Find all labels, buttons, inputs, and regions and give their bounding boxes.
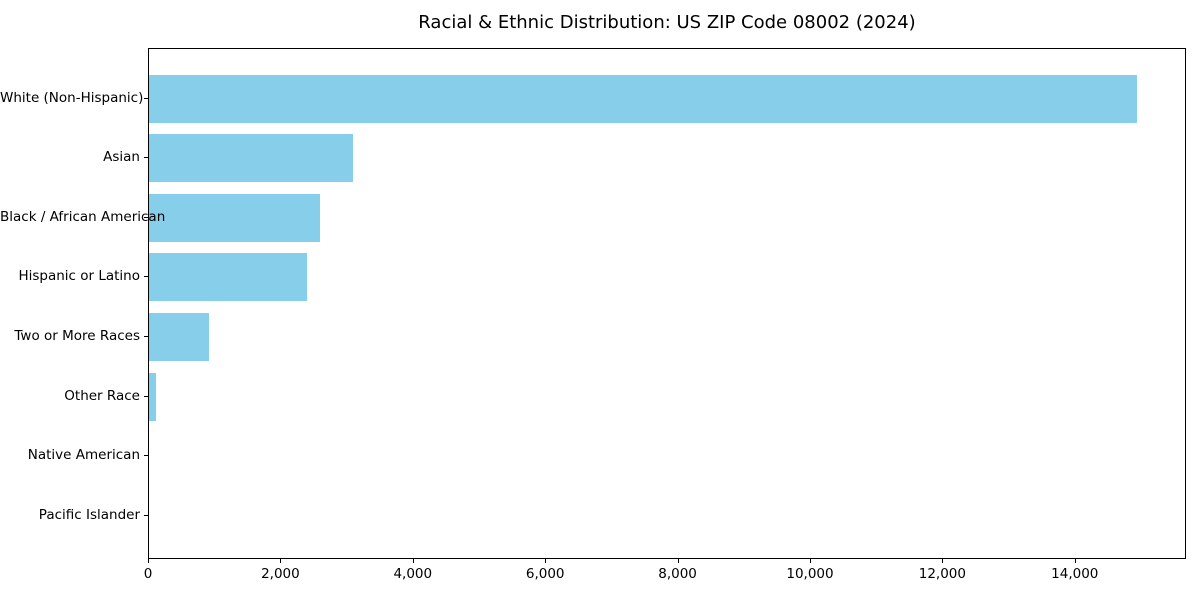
bar-black-african-american [149, 193, 321, 242]
y-tick-label: Pacific Islander [38, 506, 140, 523]
bar-other-race [149, 372, 156, 421]
x-tick-label: 6,000 [525, 566, 565, 582]
bar-asian [149, 134, 353, 183]
x-tick-mark [809, 559, 811, 563]
x-tick-mark [942, 559, 944, 563]
x-tick-mark [412, 559, 414, 563]
y-tick-label: Two or More Races [14, 327, 140, 344]
y-tick-label: Native American [27, 447, 140, 464]
x-tick-label: 0 [143, 566, 153, 582]
y-tick-mark [144, 395, 148, 397]
y-tick-label: Black / African American [0, 208, 166, 225]
x-tick-label: 2,000 [261, 566, 300, 582]
y-tick-label: Asian [103, 149, 140, 166]
y-tick-mark [144, 335, 148, 337]
x-tick-mark [148, 559, 149, 563]
chart-title: Racial & Ethnic Distribution: US ZIP Cod… [418, 12, 916, 33]
y-tick-label: Other Race [64, 387, 140, 404]
y-tick-mark [144, 97, 148, 99]
y-tick-mark [144, 216, 148, 218]
plot-area [148, 48, 1186, 559]
bar-hispanic-or-latino [149, 253, 308, 302]
bar-white-non-hispanic [149, 74, 1138, 123]
y-tick-mark [144, 276, 148, 278]
x-tick-mark [280, 559, 282, 563]
x-tick-label: 12,000 [918, 566, 966, 582]
x-tick-label: 8,000 [658, 566, 697, 582]
y-tick-mark [144, 514, 148, 516]
y-tick-mark [144, 455, 148, 457]
y-tick-label: White (Non-Hispanic) [0, 89, 144, 106]
x-tick-mark [677, 559, 679, 563]
x-tick-label: 4,000 [393, 566, 433, 582]
x-tick-mark [1074, 559, 1076, 563]
bar-two-or-more-races [149, 312, 209, 361]
y-tick-mark [144, 157, 148, 159]
y-tick-label: Hispanic or Latino [18, 268, 140, 285]
x-tick-label: 10,000 [786, 566, 834, 582]
x-tick-mark [545, 559, 547, 563]
x-tick-label: 14,000 [1051, 566, 1099, 582]
